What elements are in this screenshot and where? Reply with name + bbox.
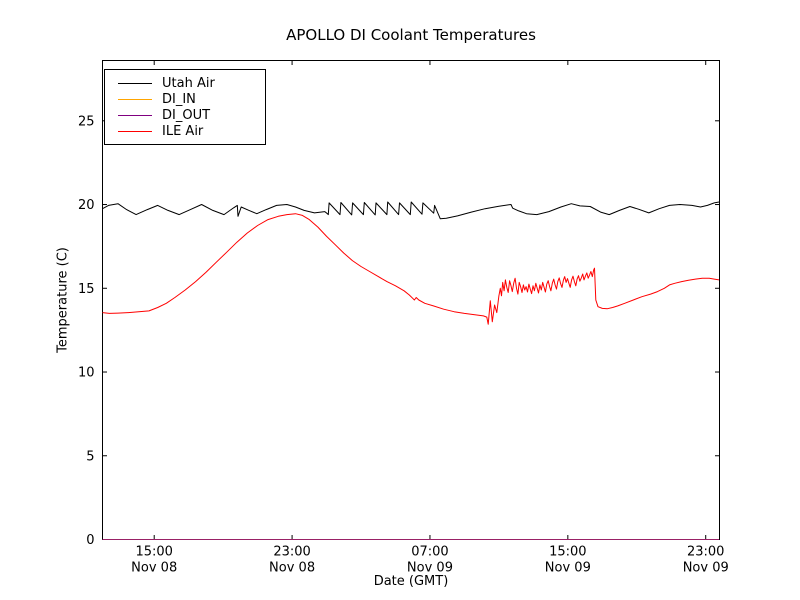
legend-item-di-out: DI_OUT xyxy=(118,107,265,123)
x-axis-label: Date (GMT) xyxy=(373,574,449,589)
ile-air-line-sample-icon xyxy=(118,130,152,132)
svg-text:0: 0 xyxy=(86,533,94,548)
svg-text:Nov 09: Nov 09 xyxy=(683,561,729,576)
legend-label-di-out: DI_OUT xyxy=(162,107,211,123)
svg-text:15:00: 15:00 xyxy=(135,545,172,560)
svg-text:15: 15 xyxy=(78,282,95,297)
legend-label-ile-air: ILE Air xyxy=(162,123,204,139)
svg-text:Nov 08: Nov 08 xyxy=(269,561,315,576)
legend-label-di-in: DI_IN xyxy=(162,91,196,107)
svg-text:20: 20 xyxy=(78,198,95,213)
legend-item-utah-air: Utah Air xyxy=(118,75,265,91)
legend-label-utah-air: Utah Air xyxy=(162,75,215,91)
svg-text:10: 10 xyxy=(78,366,95,381)
svg-text:23:00: 23:00 xyxy=(273,545,310,560)
di-in-line-sample-icon xyxy=(118,98,152,100)
legend-item-di-in: DI_IN xyxy=(118,91,265,107)
svg-text:Nov 09: Nov 09 xyxy=(407,561,453,576)
svg-text:15:00: 15:00 xyxy=(549,545,586,560)
chart-title: APOLLO DI Coolant Temperatures xyxy=(286,26,536,44)
svg-text:Nov 09: Nov 09 xyxy=(545,561,591,576)
svg-text:Nov 08: Nov 08 xyxy=(131,561,177,576)
svg-text:07:00: 07:00 xyxy=(411,545,448,560)
utah-air-line-sample-icon xyxy=(118,82,152,84)
svg-text:23:00: 23:00 xyxy=(687,545,724,560)
svg-text:25: 25 xyxy=(78,114,95,129)
legend: Utah Air DI_IN DI_OUT ILE Air xyxy=(104,69,266,145)
di-out-line-sample-icon xyxy=(118,114,152,116)
svg-text:5: 5 xyxy=(86,449,94,464)
y-axis-label: Temperature (C) xyxy=(55,247,71,353)
legend-item-ile-air: ILE Air xyxy=(118,123,265,139)
